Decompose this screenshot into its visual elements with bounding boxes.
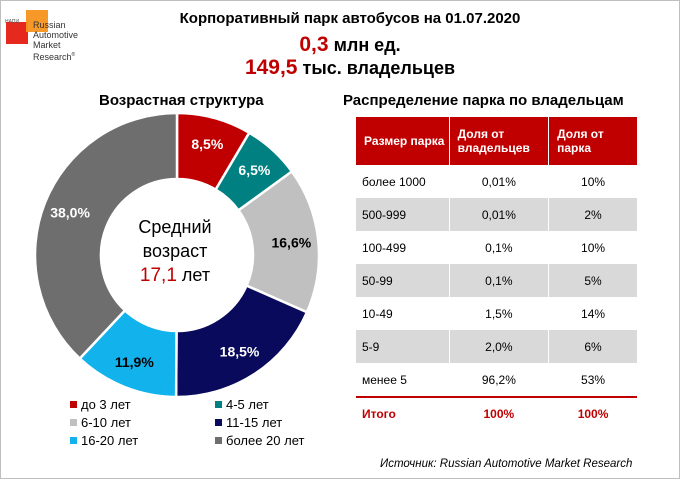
legend-swatch-5 [215, 437, 222, 444]
table-cell: 53% [581, 372, 606, 387]
legend-item-5: более 20 лет [215, 433, 304, 448]
table-row: 100-499 0,1% 10% [356, 231, 637, 264]
legend-item-3: 11-15 лет [215, 415, 282, 430]
table-header-2: Доля от парка [548, 117, 637, 165]
legend-item-0: до 3 лет [70, 397, 131, 412]
table-cell: 100-499 [356, 231, 450, 264]
table-row: более 1000 0,01% 10% [356, 165, 637, 198]
donut-label-4: 11,9% [115, 354, 154, 370]
table-cell: 50-99 [356, 264, 450, 297]
average-age-line1: Средний [138, 217, 212, 237]
table-cell: 0,01% [449, 198, 550, 231]
legend-item-4: 16-20 лет [70, 433, 138, 448]
table-cell: 5% [548, 264, 637, 297]
table-header-row: Размер парка Доля от владельцев Доля от па… [356, 117, 637, 165]
donut-label-0: 8,5% [191, 136, 223, 152]
owners-section-title: Распределение парка по владельцам [343, 92, 624, 109]
table-cell: 14% [581, 306, 606, 321]
logo-line-2: Automotive [33, 30, 79, 40]
table-cell: 500-999 [356, 198, 450, 231]
average-age: Средний возраст 17,1 лет [100, 215, 250, 288]
legend-swatch-0 [70, 401, 77, 408]
donut-label-5: 38,0% [50, 205, 90, 221]
table-cell: 2,0% [449, 330, 550, 363]
donut-slice-3 [174, 283, 309, 399]
table-row: менее 5 96,2% 53% [356, 363, 637, 397]
average-age-line2: возраст [142, 241, 208, 261]
age-section-title: Возрастная структура [99, 92, 264, 109]
donut-label-2: 16,6% [271, 235, 311, 251]
table-total-row: Итого 100% 100% [356, 396, 637, 429]
logo-text: Russian Automotive Market Research® [33, 20, 78, 62]
table-cell: 5-9 [356, 330, 450, 363]
legend-label-0: до 3 лет [81, 397, 131, 412]
legend-label-2: 6-10 лет [81, 415, 131, 430]
logo-line-3: Market [33, 40, 61, 50]
table-cell: менее 5 [356, 363, 450, 397]
table-total-cell: 100% [548, 396, 637, 429]
table-cell: 0,01% [449, 165, 550, 198]
legend-label-4: 16-20 лет [81, 433, 139, 448]
table-cell: 2% [548, 198, 637, 231]
table-row: 5-9 2,0% 6% [356, 330, 637, 363]
table-cell: 6% [548, 330, 637, 363]
table-cell: 0,1% [449, 231, 550, 264]
page-title: Корпоративный парк автобусов на 01.07.20… [179, 10, 521, 27]
table-cell: 10% [581, 174, 606, 189]
legend-item-1: 4-5 лет [215, 397, 269, 412]
logo-red-square [6, 22, 28, 44]
table-total-cell: 100% [449, 396, 550, 429]
legend-swatch-2 [70, 419, 77, 426]
table-total-cell: Итого [356, 396, 450, 429]
logo-line-4: Research® [33, 52, 76, 62]
legend-label-1: 4-5 лет [226, 397, 269, 412]
owners-count: 149,5 тыс. владельцев [244, 56, 456, 79]
table-cell: 10-49 [356, 297, 450, 330]
table-cell: 10% [581, 240, 606, 255]
table-row: 10-49 1,5% 14% [356, 297, 637, 330]
source-note: Источник: Russian Automotive Market Rese… [380, 458, 633, 470]
owners-table: Размер парка Доля от владельцев Доля от па… [356, 117, 637, 429]
table-header-1: Доля от владельцев [449, 117, 550, 165]
legend-swatch-1 [215, 401, 222, 408]
table-row: 50-99 0,1% 5% [356, 264, 637, 297]
fleet-size: 0,3 млн ед. [299, 33, 401, 56]
legend-swatch-4 [70, 437, 77, 444]
average-age-value: 17,1 лет [139, 265, 211, 286]
donut-label-3: 18,5% [220, 344, 260, 360]
legend-label-5: более 20 лет [226, 433, 305, 448]
table-row: 500-999 0,01% 2% [356, 198, 637, 231]
logo-orange-square [26, 10, 48, 32]
legend-swatch-3 [215, 419, 222, 426]
legend-label-3: 11-15 лет [226, 415, 283, 430]
table-cell: 1,5% [449, 297, 550, 330]
logo-small-text: НАПИ [5, 19, 20, 25]
logo-line-1: Russian [33, 20, 66, 30]
table-header-0: Размер парка [356, 117, 450, 165]
ramr-logo: НАПИ Russian Automotive Market Research® [5, 10, 86, 68]
table-cell: 96,2% [449, 363, 550, 397]
donut-slice-5 [33, 111, 179, 361]
table-cell: 0,1% [449, 264, 550, 297]
donut-label-1: 6,5% [238, 162, 270, 178]
legend-item-2: 6-10 лет [70, 415, 131, 430]
table-cell: более 1000 [356, 165, 450, 198]
